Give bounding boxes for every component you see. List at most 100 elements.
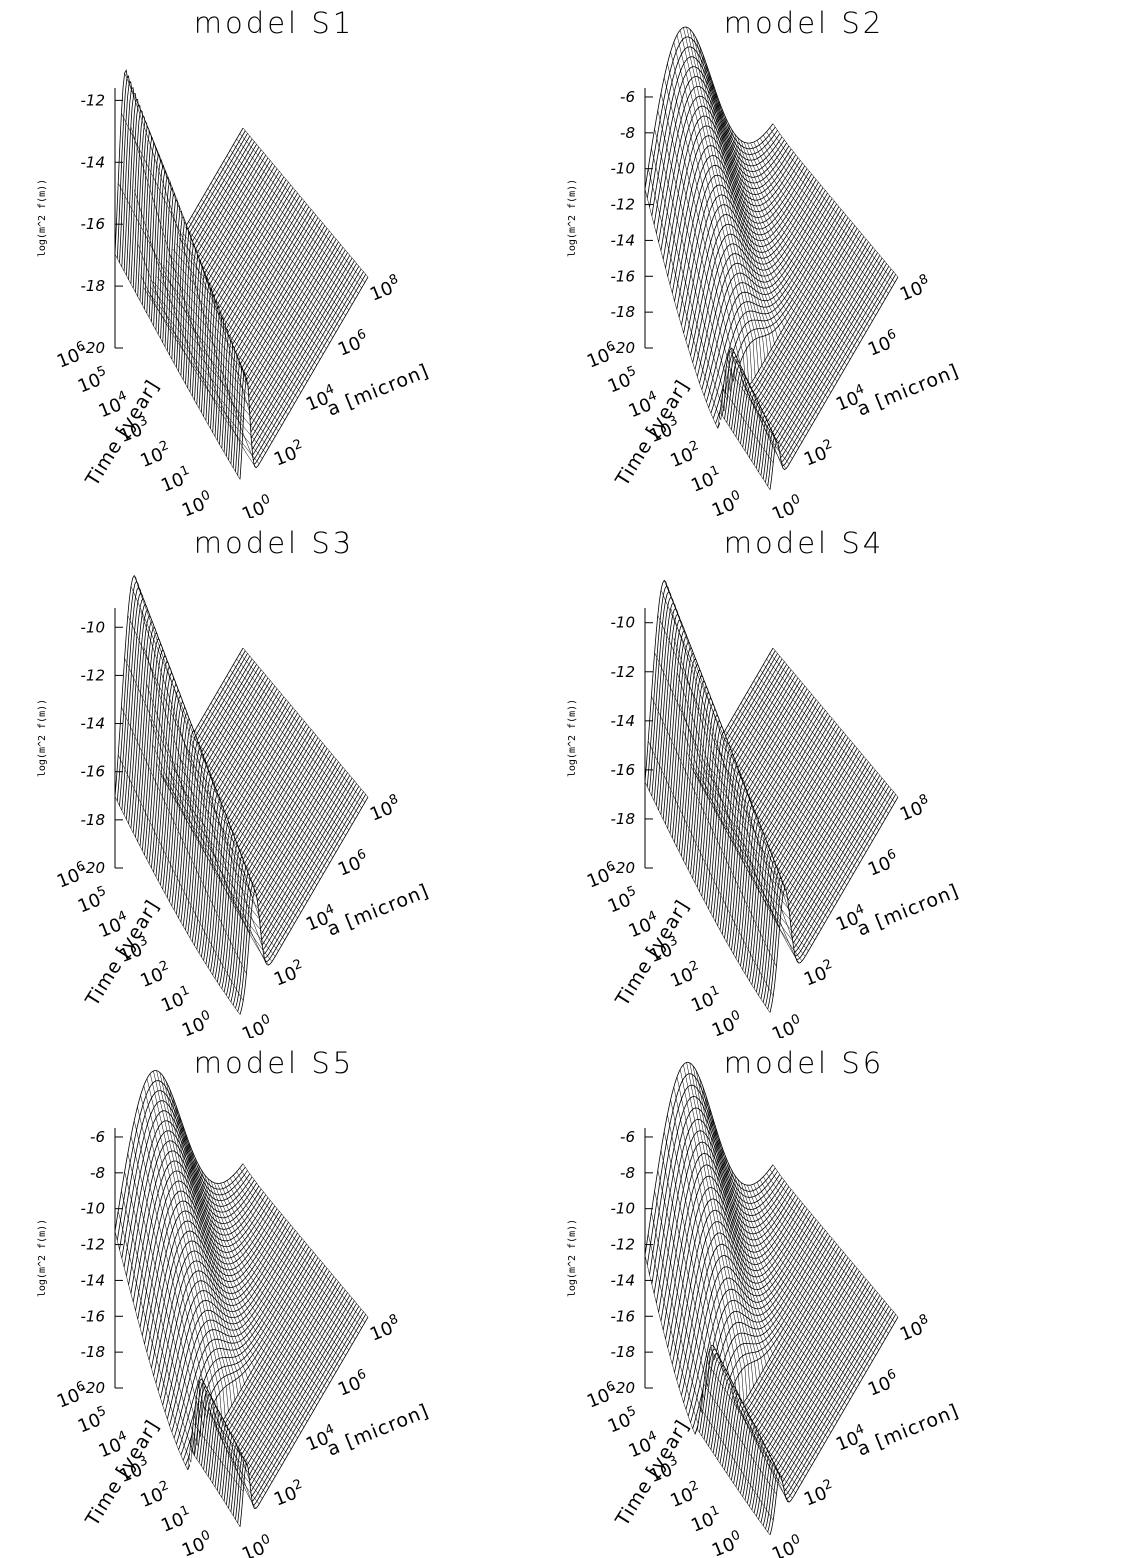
z-tick-label: -10 (81, 618, 106, 636)
y-tick-label: 102 (666, 438, 704, 472)
x-tick-label: 106 (334, 327, 372, 361)
x-tick-label: 106 (864, 847, 902, 881)
x-tick-label: 102 (270, 957, 308, 991)
z-tick-label: -10 (611, 614, 636, 632)
y-tick-label: 105 (604, 364, 642, 398)
z-axis-label: log(m^2 f(m)) (567, 179, 578, 257)
z-tick-label: -12 (611, 196, 636, 214)
z-tick-label: -8 (620, 124, 635, 142)
x-axis-label: a [micron] (324, 1400, 432, 1461)
z-tick-label: -14 (81, 1271, 106, 1289)
x-axis-label: a [micron] (854, 1400, 962, 1461)
y-tick-label: 101 (687, 463, 725, 497)
z-tick-label: -12 (81, 1236, 106, 1254)
z-axis-label: log(m^2 f(m)) (567, 699, 578, 777)
chart-panel-s5: model S5 -20 -18 -16 -14 -12 -10 -8 -6 log(m^2 f… (10, 1040, 538, 1558)
y-tick-label: 102 (666, 1478, 704, 1512)
y-tick-label: 101 (157, 983, 195, 1017)
chart-panel-s1: model S1 -20 -18 -16 -14 -12 log(m^2 f(m)) 100… (10, 0, 538, 518)
x-tick-label: 108 (896, 272, 934, 306)
z-tick-label: -18 (81, 1343, 106, 1361)
y-tick-label: 101 (687, 983, 725, 1017)
y-tick-label: 102 (136, 438, 174, 472)
surface-mesh (115, 576, 368, 1017)
x-tick-label: 108 (366, 792, 404, 826)
z-tick-label: -18 (611, 810, 636, 828)
z-tick-label: -14 (611, 231, 636, 249)
x-tick-label: 102 (800, 437, 838, 471)
surface-mesh (645, 1062, 898, 1537)
z-tick-label: -12 (611, 663, 636, 681)
x-axis-label: a [micron] (854, 880, 962, 941)
z-tick-label: -16 (611, 761, 636, 779)
z-tick-label: -10 (611, 1200, 636, 1218)
y-tick-label: 105 (74, 884, 112, 918)
x-tick-label: 106 (334, 847, 372, 881)
z-axis-label: log(m^2 f(m)) (37, 179, 48, 257)
chart-panel-s6: model S6 -20 -18 -16 -14 -12 -10 -8 -6 log(m^2 f… (540, 1040, 1068, 1558)
z-tick-label: -16 (81, 1307, 106, 1325)
z-tick-label: -12 (81, 666, 106, 684)
y-tick-label: 100 (708, 1008, 746, 1038)
x-tick-label: 106 (864, 1367, 902, 1401)
x-tick-label: 100 (768, 1532, 806, 1558)
z-tick-label: -14 (611, 1271, 636, 1289)
z-axis-label: log(m^2 f(m)) (567, 1219, 578, 1297)
x-tick-label: 100 (238, 492, 276, 518)
z-tick-label: -18 (81, 811, 106, 829)
chart-panel-s2: model S2 -20 -18 -16 -14 -12 -10 -8 -6 log(m^2 f… (540, 0, 1068, 518)
z-tick-label: -18 (611, 303, 636, 321)
x-axis-label: a [micron] (324, 360, 432, 421)
z-tick-label: -16 (81, 763, 106, 781)
x-axis-label: a [micron] (324, 880, 432, 941)
z-tick-label: -8 (620, 1164, 635, 1182)
chart-panel-s3: model S3 -20 -18 -16 -14 -12 -10 log(m^2 f(m))… (10, 520, 538, 1038)
surface-plot: -20-18-16-14-12-10-8-6log(m^2 f(m))10010… (540, 0, 1068, 518)
y-tick-label: 102 (666, 958, 704, 992)
surface-mesh (115, 1071, 368, 1538)
surface-mesh (645, 27, 898, 497)
z-tick-label: -10 (611, 160, 636, 178)
x-tick-label: 102 (270, 1477, 308, 1511)
y-tick-label: 101 (157, 463, 195, 497)
x-tick-label: 100 (238, 1532, 276, 1558)
y-tick-label: 105 (74, 364, 112, 398)
y-tick-label: 105 (604, 884, 642, 918)
surface-mesh (115, 70, 368, 497)
y-tick-label: 101 (157, 1503, 195, 1537)
y-tick-label: 100 (708, 488, 746, 518)
x-tick-label: 102 (270, 437, 308, 471)
y-tick-label: 101 (687, 1503, 725, 1537)
z-tick-label: -16 (611, 1307, 636, 1325)
y-tick-label: 100 (708, 1528, 746, 1558)
z-tick-label: -12 (81, 91, 106, 109)
z-tick-label: -18 (81, 277, 106, 295)
x-tick-label: 100 (238, 1012, 276, 1038)
surface-mesh (645, 580, 898, 1017)
z-tick-label: -16 (81, 215, 106, 233)
x-tick-label: 100 (768, 492, 806, 518)
y-tick-label: 105 (604, 1404, 642, 1438)
z-tick-label: -14 (611, 712, 636, 730)
x-axis-label: a [micron] (854, 360, 962, 421)
surface-plot: -20-18-16-14-12-10log(m^2 f(m))100102104… (540, 520, 1068, 1038)
x-tick-label: 106 (864, 327, 902, 361)
z-axis-label: log(m^2 f(m)) (37, 699, 48, 777)
z-tick-label: -6 (620, 1128, 635, 1146)
y-tick-label: 100 (178, 1528, 216, 1558)
z-tick-label: -14 (81, 153, 106, 171)
x-tick-label: 106 (334, 1367, 372, 1401)
z-tick-label: -6 (620, 88, 635, 106)
x-tick-label: 100 (768, 1012, 806, 1038)
y-tick-label: 102 (136, 958, 174, 992)
z-tick-label: -10 (81, 1200, 106, 1218)
z-tick-label: -18 (611, 1343, 636, 1361)
y-tick-label: 100 (178, 488, 216, 518)
z-tick-label: -16 (611, 267, 636, 285)
surface-line-time (240, 1317, 368, 1527)
z-tick-label: -12 (611, 1236, 636, 1254)
x-tick-label: 108 (366, 1312, 404, 1346)
